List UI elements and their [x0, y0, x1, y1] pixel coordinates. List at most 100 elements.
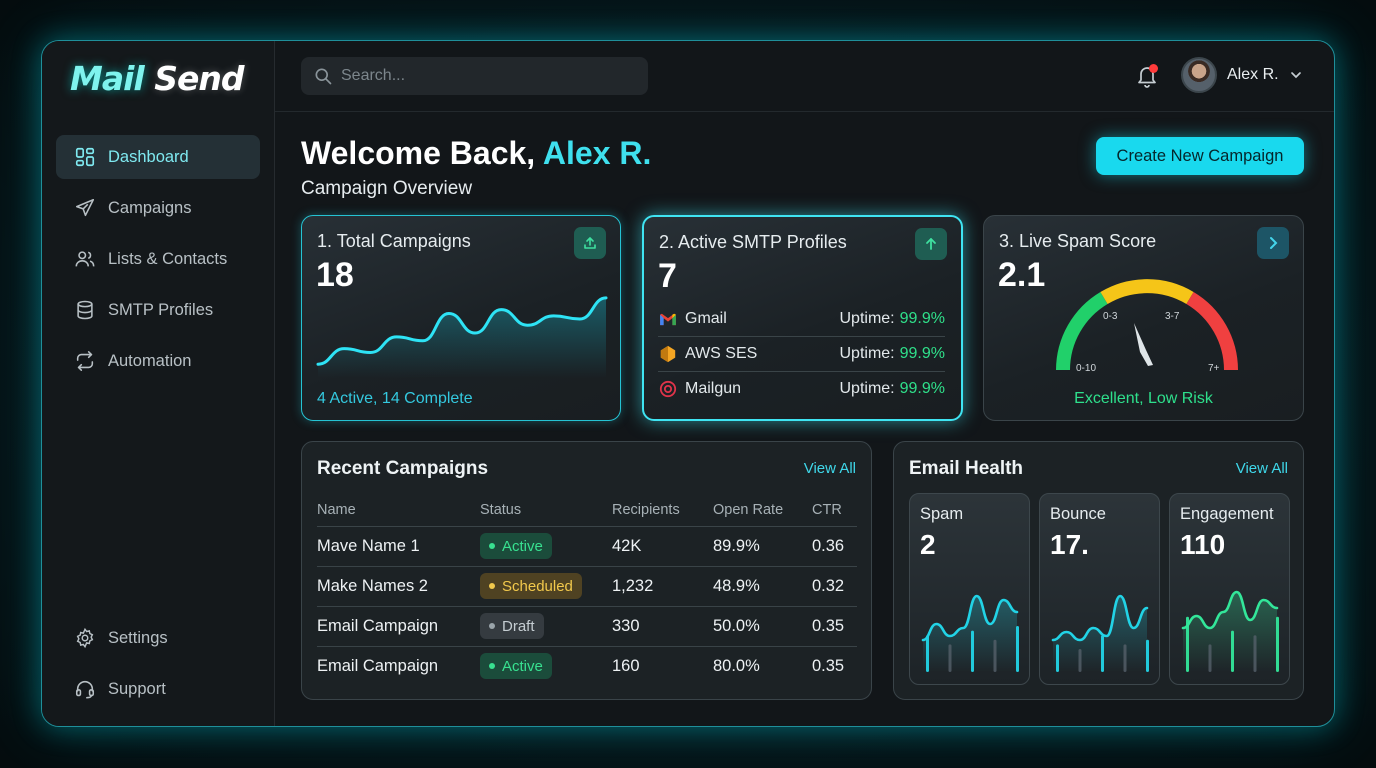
- search-box[interactable]: [301, 57, 648, 95]
- table-header-row: Name Status Recipients Open Rate CTR: [317, 494, 857, 527]
- column-header[interactable]: Name: [317, 494, 480, 527]
- sidebar-item-support[interactable]: Support: [56, 667, 260, 711]
- metric-value: 17.: [1050, 529, 1089, 560]
- campaigns-table: Name Status Recipients Open Rate CTR Mav…: [317, 494, 857, 686]
- gauge-arc-good: [1056, 291, 1108, 371]
- sidebar-item-lists-contacts[interactable]: Lists & Contacts: [56, 237, 260, 281]
- search-icon: [315, 68, 332, 85]
- table-row[interactable]: Email Campaign Draft 330 50.0% 0.35: [317, 606, 857, 647]
- smtp-profiles-card: 2. Active SMTP Profiles 7 Gmail Uptime: …: [642, 215, 963, 421]
- smtp-name: Mailgun: [685, 380, 742, 397]
- email-health-panel: Email Health View All Spam 2 Bounce 17. …: [893, 441, 1304, 700]
- database-icon: [77, 300, 93, 320]
- uptime-value: 99.9%: [899, 309, 945, 327]
- table-row[interactable]: Mave Name 1 Active 42K 89.9% 0.36: [317, 526, 857, 567]
- sparkline-bar: [1016, 626, 1019, 672]
- export-button[interactable]: [574, 227, 606, 259]
- repeat-icon: [76, 351, 94, 371]
- status-text: Active: [502, 657, 543, 675]
- user-name[interactable]: Alex R.: [1227, 66, 1279, 83]
- recent-campaigns-panel: Recent Campaigns View All Name Status Re…: [301, 441, 872, 700]
- campaign-name-cell: Mave Name 1: [317, 526, 480, 567]
- sparkline-bar: [948, 644, 952, 672]
- status-dot: [489, 623, 495, 629]
- metric-value: 2: [920, 529, 936, 560]
- health-metric-spam[interactable]: Spam 2: [909, 493, 1030, 685]
- metric-label: Bounce: [1050, 505, 1106, 523]
- app-logo[interactable]: Mail Send: [70, 59, 245, 98]
- smtp-row-mailgun[interactable]: Mailgun Uptime: 99.9%: [658, 371, 945, 406]
- sparkline-bar: [971, 630, 974, 672]
- sparkline-bar: [1253, 635, 1257, 672]
- metric-label: Spam: [920, 505, 964, 523]
- gear-icon: [76, 627, 94, 649]
- sparkline-line: [1181, 590, 1279, 630]
- status-dot: [489, 663, 495, 670]
- sidebar-item-automation[interactable]: Automation: [56, 339, 260, 383]
- welcome-name: Alex R.: [542, 135, 652, 171]
- health-metric-bounce[interactable]: Bounce 17.: [1039, 493, 1160, 685]
- smtp-row-aws-ses[interactable]: AWS SES Uptime: 99.9%: [658, 336, 945, 371]
- status-badge: Draft: [480, 613, 544, 639]
- recipients-cell: 1,232: [612, 566, 713, 607]
- card-title: 1. Total Campaigns: [317, 231, 471, 251]
- mailgun-icon: [658, 379, 678, 399]
- chevron-down-icon[interactable]: [1289, 68, 1303, 82]
- column-header[interactable]: Recipients: [612, 494, 713, 527]
- notification-dot: [1149, 64, 1158, 73]
- sparkline-bar: [1123, 644, 1127, 672]
- welcome-prefix: Welcome Back,: [301, 135, 543, 171]
- sparkline-bar: [1078, 649, 1082, 672]
- metric-value: 110: [1180, 529, 1226, 560]
- sparkline-bar: [1146, 639, 1149, 672]
- open-details-button[interactable]: [1257, 227, 1289, 259]
- sidebar-item-smtp-profiles[interactable]: SMTP Profiles: [56, 288, 260, 332]
- users-icon: [75, 251, 95, 267]
- create-campaign-button[interactable]: Create New Campaign: [1096, 137, 1304, 175]
- card-value: 2.1: [998, 256, 1046, 294]
- spam-score-card: 3. Live Spam Score 2.1 0-10 0-3 3-7 7+ E…: [983, 215, 1304, 421]
- logo-part1: Mail: [70, 59, 145, 98]
- card-title: 2. Active SMTP Profiles: [659, 232, 847, 252]
- gauge-needle: [1134, 323, 1153, 366]
- view-all-link[interactable]: View All: [1235, 460, 1288, 477]
- status-dot: [489, 543, 495, 549]
- column-header[interactable]: Status: [480, 494, 612, 527]
- campaign-name-cell: Email Campaign: [317, 606, 480, 647]
- smtp-name: Gmail: [685, 309, 727, 327]
- column-header[interactable]: CTR: [812, 494, 857, 527]
- sidebar-item-label: Automation: [108, 351, 192, 370]
- sparkline-bar: [993, 639, 997, 672]
- sidebar-item-label: SMTP Profiles: [108, 300, 214, 319]
- aws-icon: [658, 344, 678, 364]
- sidebar: Mail Send Dashboard Campaigns Lists & Co…: [42, 41, 275, 726]
- avatar[interactable]: [1181, 57, 1217, 93]
- status-cell: Draft: [480, 606, 612, 647]
- column-header[interactable]: Open Rate: [713, 494, 812, 527]
- sidebar-item-label: Support: [108, 679, 166, 698]
- sidebar-item-settings[interactable]: Settings: [56, 616, 260, 660]
- gauge-arc-medium: [1100, 279, 1194, 305]
- sidebar-item-campaigns[interactable]: Campaigns: [56, 186, 260, 230]
- notification-bell[interactable]: [1135, 63, 1159, 89]
- table-row[interactable]: Make Names 2 Scheduled 1,232 48.9% 0.32: [317, 566, 857, 607]
- sidebar-item-label: Settings: [108, 628, 168, 647]
- sidebar-item-label: Dashboard: [108, 147, 189, 166]
- sparkline-bar: [1101, 635, 1104, 672]
- search-input[interactable]: [341, 67, 621, 85]
- campaign-name-cell: Make Names 2: [317, 566, 480, 607]
- health-metric-engagement[interactable]: Engagement 110: [1169, 493, 1290, 685]
- open-rate-cell: 48.9%: [713, 566, 812, 607]
- view-all-link[interactable]: View All: [803, 460, 856, 477]
- sidebar-item-dashboard[interactable]: Dashboard: [56, 135, 260, 179]
- status-cell: Scheduled: [480, 566, 612, 607]
- status-badge: Scheduled: [480, 573, 582, 599]
- status-text: Draft: [502, 617, 535, 635]
- campaign-trend-chart: [316, 296, 608, 378]
- open-rate-cell: 50.0%: [713, 606, 812, 647]
- smtp-row-gmail[interactable]: Gmail Uptime: 99.9%: [658, 301, 945, 336]
- table-row[interactable]: Email Campaign Active 160 80.0% 0.35: [317, 646, 857, 686]
- gauge-label: 7+: [1208, 363, 1220, 374]
- uptime-label: Uptime:: [839, 345, 895, 362]
- export-button[interactable]: [915, 228, 947, 260]
